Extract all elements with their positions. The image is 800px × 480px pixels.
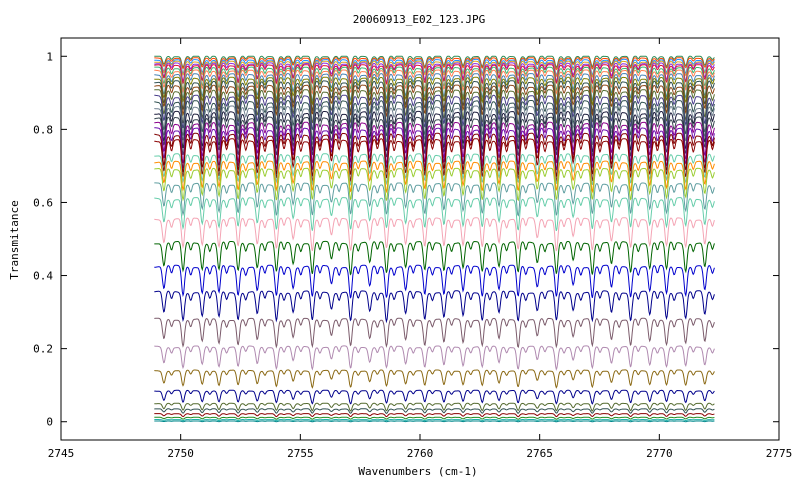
y-tick-label: 0.6 [33,196,53,209]
axes-layer: 2745 2750 2755 2760 2765 2770 2775 0 0.2 0.4 0.6 0.… [33,38,792,460]
x-tick-label: 2755 [287,447,314,460]
y-tick-label: 0.2 [33,343,53,356]
series-line [154,182,715,217]
series-line [154,110,715,154]
y-tick-label: 1 [46,50,53,63]
series-line [154,160,715,194]
series-line [154,132,715,177]
series-line [154,60,715,78]
series-line [154,69,715,96]
y-axis-label: Transmitance [8,200,21,279]
chart-title: 20060913_E02_123.JPG [353,13,485,26]
series-line [154,84,715,118]
series-line [154,197,715,232]
series-layer [154,55,715,423]
series-line [154,408,715,415]
series-line [154,57,715,71]
series-line [154,345,715,371]
series-line [154,402,715,412]
series-line [154,413,715,418]
series-line [154,94,715,131]
series-line [154,116,715,158]
series-line [154,138,715,183]
series-line [154,240,715,276]
series-line [154,317,715,349]
series-line [154,55,715,69]
series-line [154,76,715,107]
series-line [154,153,715,186]
series-line [154,64,715,86]
series-line [154,80,715,114]
x-axis-label: Wavenumbers (cm-1) [358,465,477,478]
series-line [154,62,715,84]
series-line [154,121,715,166]
series-line [154,416,715,420]
x-tick-label: 2750 [167,447,194,460]
y-tick-label: 0.4 [33,270,53,283]
series-line [154,105,715,146]
y-tick-label: 0 [46,416,53,429]
series-line [154,99,715,141]
series-line [154,217,715,252]
series-line [154,264,715,299]
series-line [154,420,715,423]
x-tick-label: 2760 [407,447,434,460]
series-line [154,72,715,103]
x-tick-label: 2745 [48,447,75,460]
x-tick-label: 2775 [766,447,793,460]
series-line [154,89,715,126]
x-tick-label: 2770 [646,447,673,460]
series-line [154,127,715,172]
series-line [154,167,715,202]
y-tick-label: 0.8 [33,123,53,136]
series-line [154,389,715,405]
series-line [154,66,715,92]
series-line [154,290,715,324]
series-line [154,369,715,389]
x-tick-label: 2765 [526,447,553,460]
series-line [154,58,715,77]
series-line [154,418,715,422]
